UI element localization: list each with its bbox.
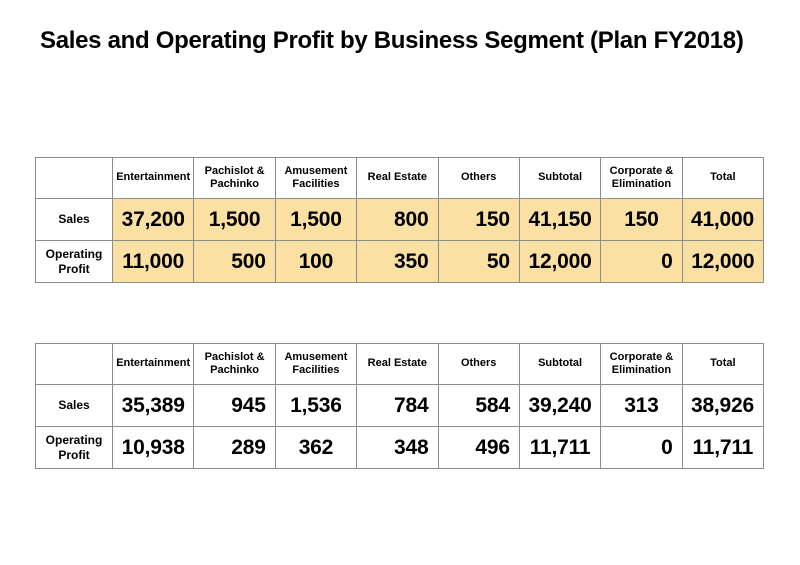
row-label: Sales: [35, 384, 113, 427]
column-header: Others: [437, 343, 520, 385]
value-cell: 496: [437, 426, 520, 469]
value-cell: 0: [600, 426, 683, 469]
value-cell: 50: [437, 240, 520, 283]
value-cell: 11,000: [111, 240, 195, 283]
value-cell: 41,000: [681, 198, 765, 241]
column-header: Corporate & Elimination: [600, 343, 683, 385]
column-header: Real Estate: [356, 157, 439, 199]
actual-sales-row: Sales 35,389 945 1,536 784 584 39,240 31…: [35, 384, 765, 427]
column-header: Total: [681, 343, 765, 385]
column-header: Entertainment: [111, 157, 195, 199]
plan-sales-row: Sales 37,200 1,500 1,500 800 150 41,150 …: [35, 198, 765, 241]
value-cell: 41,150: [518, 198, 602, 241]
corner-cell: [35, 343, 113, 385]
value-cell: 500: [193, 240, 276, 283]
value-cell: 1,500: [193, 198, 276, 241]
actual-header-row: Entertainment Pachislot & Pachinko Amuse…: [35, 343, 765, 385]
value-cell: 584: [437, 384, 520, 427]
actual-table: Entertainment Pachislot & Pachinko Amuse…: [35, 343, 765, 469]
value-cell: 37,200: [111, 198, 195, 241]
value-cell: 12,000: [518, 240, 602, 283]
corner-cell: [35, 157, 113, 199]
value-cell: 350: [356, 240, 439, 283]
column-header: Entertainment: [111, 343, 195, 385]
value-cell: 313: [600, 384, 683, 427]
value-cell: 362: [274, 426, 358, 469]
value-cell: 11,711: [518, 426, 602, 469]
value-cell: 10,938: [111, 426, 195, 469]
value-cell: 35,389: [111, 384, 195, 427]
value-cell: 348: [356, 426, 439, 469]
column-header: Pachislot & Pachinko: [193, 343, 276, 385]
row-label: Operating Profit: [35, 240, 113, 283]
value-cell: 100: [274, 240, 358, 283]
value-cell: 784: [356, 384, 439, 427]
column-header: Others: [437, 157, 520, 199]
column-header: Corporate & Elimination: [600, 157, 683, 199]
value-cell: 1,500: [274, 198, 358, 241]
value-cell: 150: [600, 198, 683, 241]
column-header: Real Estate: [356, 343, 439, 385]
value-cell: 289: [193, 426, 276, 469]
column-header: Subtotal: [518, 157, 602, 199]
column-header: Pachislot & Pachinko: [193, 157, 276, 199]
value-cell: 945: [193, 384, 276, 427]
value-cell: 1,536: [274, 384, 358, 427]
actual-operating-profit-row: Operating Profit 10,938 289 362 348 496 …: [35, 426, 765, 469]
value-cell: 12,000: [681, 240, 765, 283]
value-cell: 800: [356, 198, 439, 241]
value-cell: 150: [437, 198, 520, 241]
column-header: Total: [681, 157, 765, 199]
plan-operating-profit-row: Operating Profit 11,000 500 100 350 50 1…: [35, 240, 765, 283]
value-cell: 38,926: [681, 384, 765, 427]
column-header: Amusement Facilities: [274, 157, 358, 199]
value-cell: 0: [600, 240, 683, 283]
row-label: Sales: [35, 198, 113, 241]
plan-table: Entertainment Pachislot & Pachinko Amuse…: [35, 157, 765, 283]
column-header: Subtotal: [518, 343, 602, 385]
value-cell: 11,711: [681, 426, 765, 469]
row-label: Operating Profit: [35, 426, 113, 469]
value-cell: 39,240: [518, 384, 602, 427]
column-header: Amusement Facilities: [274, 343, 358, 385]
plan-header-row: Entertainment Pachislot & Pachinko Amuse…: [35, 157, 765, 199]
slide-title: Sales and Operating Profit by Business S…: [40, 27, 744, 54]
